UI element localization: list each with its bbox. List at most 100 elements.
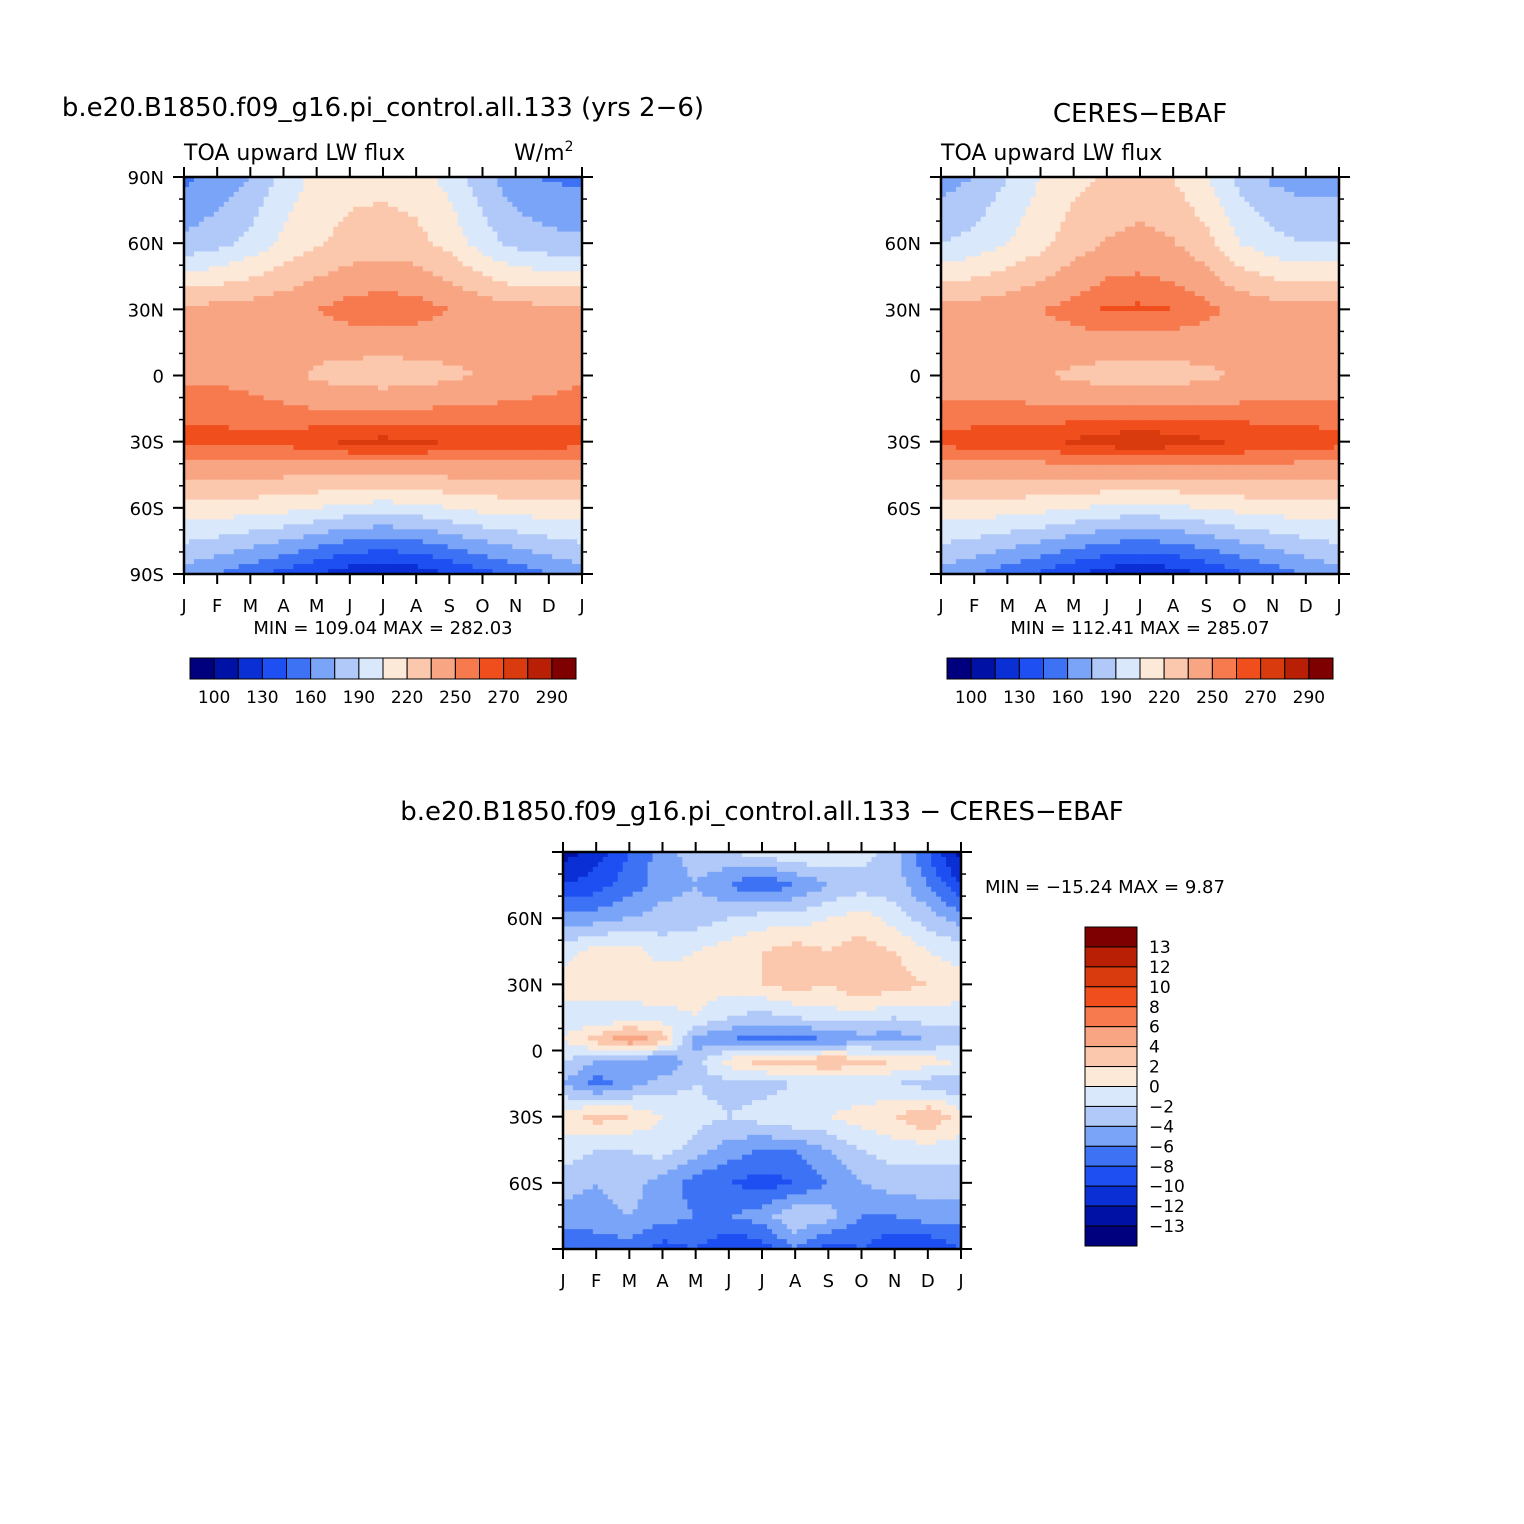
heatmap-cell [542, 191, 548, 198]
heatmap-cell [452, 266, 459, 272]
heatmap-cell [243, 271, 250, 277]
heatmap-cell [193, 206, 200, 213]
heatmap-cell [213, 186, 220, 193]
heatmap-cell [552, 469, 558, 476]
heatmap-cell [542, 360, 548, 367]
heatmap-cell [407, 196, 414, 203]
heatmap-cell [542, 231, 548, 238]
heatmap-cell [477, 440, 484, 446]
heatmap-cell [273, 479, 280, 486]
heatmap-cell [462, 435, 469, 441]
heatmap-cell [502, 231, 508, 238]
heatmap-cell [517, 474, 523, 481]
heatmap-cell [363, 216, 369, 223]
heatmap-cell [193, 365, 200, 372]
heatmap-cell [308, 410, 314, 416]
heatmap-cell [552, 281, 558, 287]
heatmap-cell [497, 435, 503, 441]
heatmap-cell [392, 420, 399, 426]
heatmap-cell [228, 370, 235, 377]
heatmap-cell [507, 301, 513, 307]
heatmap-cell [248, 315, 255, 322]
heatmap-cell [517, 276, 523, 282]
heatmap-cell [343, 291, 349, 297]
heatmap-cell [208, 291, 215, 297]
heatmap-cell [318, 276, 324, 282]
heatmap-cell [278, 261, 285, 267]
heatmap-cell [233, 226, 240, 233]
heatmap-cell [343, 435, 349, 441]
heatmap-cell [263, 425, 270, 431]
heatmap-cell [318, 286, 324, 292]
heatmap-cell [392, 310, 399, 317]
heatmap-cell [387, 335, 394, 342]
heatmap-cell [427, 211, 434, 218]
heatmap-cell [527, 246, 533, 253]
heatmap-cell [323, 469, 329, 476]
heatmap-cell [368, 430, 374, 436]
heatmap-cell [512, 306, 518, 312]
heatmap-cell [557, 216, 563, 223]
heatmap-cell [482, 400, 489, 406]
heatmap-cell [442, 425, 449, 431]
heatmap-cell [532, 430, 538, 436]
heatmap-cell [348, 211, 354, 218]
heatmap-cell [248, 291, 255, 297]
heatmap-cell [462, 390, 469, 396]
heatmap-cell [417, 469, 424, 476]
heatmap-cell [522, 301, 528, 307]
heatmap-cell [537, 420, 543, 426]
heatmap-cell [427, 246, 434, 253]
heatmap-cell [353, 350, 359, 357]
heatmap-cell [218, 330, 225, 337]
heatmap-cell [363, 474, 369, 481]
heatmap-cell [318, 474, 324, 481]
heatmap-cell [348, 256, 354, 262]
heatmap-cell [447, 177, 454, 183]
heatmap-cell [313, 226, 319, 233]
heatmap-cell [258, 449, 265, 456]
heatmap-cell [383, 350, 389, 357]
heatmap-cell [323, 425, 329, 431]
heatmap-cell [193, 449, 200, 456]
heatmap-cell [203, 335, 210, 342]
heatmap-cell [527, 276, 533, 282]
heatmap-cell [343, 330, 349, 337]
heatmap-cell [218, 251, 225, 257]
heatmap-cell [517, 355, 523, 362]
heatmap-cell [378, 340, 384, 347]
heatmap-cell [572, 177, 578, 183]
heatmap-cell [432, 266, 439, 272]
heatmap-cell [184, 395, 190, 401]
heatmap-cell [184, 335, 190, 342]
heatmap-cell [427, 430, 434, 436]
heatmap-cell [542, 216, 548, 223]
heatmap-cell [447, 410, 454, 416]
heatmap-cell [387, 479, 394, 486]
heatmap-cell [348, 281, 354, 287]
heatmap-cell [298, 271, 304, 277]
heatmap-cell [557, 256, 563, 262]
heatmap-cell [417, 231, 424, 238]
heatmap-cell [557, 395, 563, 401]
heatmap-cell [198, 201, 205, 208]
heatmap-cell [447, 221, 454, 228]
heatmap-cell [442, 236, 449, 243]
heatmap-cell [517, 365, 523, 372]
heatmap-cell [482, 271, 489, 277]
heatmap-cell [273, 320, 280, 327]
heatmap-cell [532, 410, 538, 416]
heatmap-cell [447, 385, 454, 391]
heatmap-cell [258, 365, 265, 372]
heatmap-cell [343, 221, 349, 228]
heatmap-cell [243, 241, 250, 248]
heatmap-cell [293, 325, 300, 332]
heatmap-cell [522, 355, 528, 362]
heatmap-cell [368, 325, 374, 332]
heatmap-cell [293, 469, 300, 476]
heatmap-cell [223, 286, 230, 292]
heatmap-cell [532, 325, 538, 332]
heatmap-cell [208, 276, 215, 282]
heatmap-cell [437, 415, 444, 421]
heatmap-cell [373, 430, 379, 436]
